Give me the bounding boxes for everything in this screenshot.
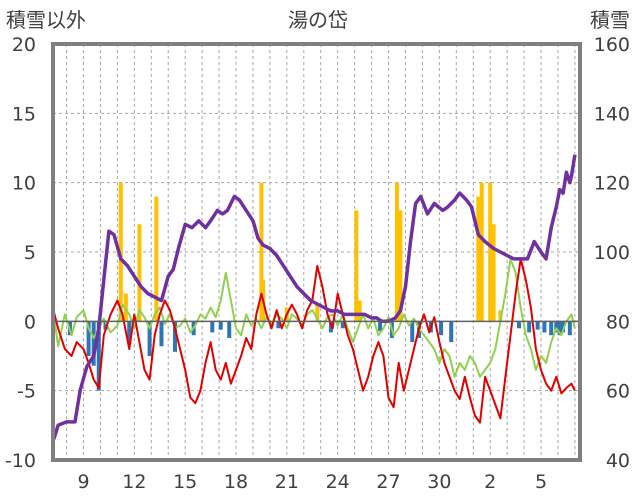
chart-title: 湯の岱 bbox=[288, 8, 348, 32]
x-tick-label: 18 bbox=[224, 471, 248, 493]
left-tick-label: 0 bbox=[24, 311, 36, 333]
precip-bar bbox=[488, 182, 493, 322]
precip-bar bbox=[439, 321, 444, 336]
precip-bar bbox=[328, 321, 333, 333]
precip-bar bbox=[137, 224, 142, 322]
x-axis-ticks: 9 12 15 18 21 24 27 30 2 5 bbox=[77, 471, 547, 493]
left-tick-label: 15 bbox=[12, 103, 36, 125]
precip-bar bbox=[340, 321, 345, 329]
precip-bar bbox=[315, 304, 320, 322]
right-tick-label: 40 bbox=[606, 450, 630, 472]
precip-bar bbox=[449, 321, 454, 343]
precip-bar bbox=[159, 321, 164, 347]
temp-max-line bbox=[52, 257, 576, 424]
precip-bar bbox=[491, 224, 496, 322]
precip-bar bbox=[516, 321, 521, 329]
precip-bar bbox=[527, 321, 532, 333]
left-tick-label: -5 bbox=[17, 381, 36, 403]
x-tick-label: 24 bbox=[326, 471, 350, 493]
precip-bar bbox=[96, 321, 101, 391]
precip-bar bbox=[567, 321, 572, 336]
precip-bar bbox=[554, 321, 559, 333]
right-axis-ticks: 160 140 120 100 80 60 40 bbox=[594, 34, 630, 472]
right-axis-label: 積雪 bbox=[590, 8, 630, 32]
x-tick-label: 21 bbox=[275, 471, 299, 493]
x-tick-label: 2 bbox=[484, 471, 496, 493]
precip-bar bbox=[173, 321, 178, 352]
right-tick-label: 140 bbox=[594, 103, 630, 125]
left-axis-label: 積雪以外 bbox=[6, 8, 86, 32]
precip-bar bbox=[103, 321, 108, 330]
precip-bar bbox=[276, 321, 281, 329]
precip-bar bbox=[549, 321, 554, 336]
x-tick-label: 5 bbox=[535, 471, 547, 493]
right-tick-label: 100 bbox=[594, 242, 630, 264]
precip-bar bbox=[86, 321, 91, 356]
left-axis-ticks: 20 15 10 5 0 -5 -10 bbox=[5, 34, 36, 472]
x-tick-label: 9 bbox=[77, 471, 89, 493]
x-tick-label: 27 bbox=[376, 471, 400, 493]
left-tick-label: -10 bbox=[5, 450, 36, 472]
precip-bar bbox=[218, 321, 223, 330]
left-tick-label: 20 bbox=[12, 34, 36, 56]
precip-bar bbox=[410, 321, 415, 343]
precip-bar bbox=[535, 321, 540, 330]
plot-frame bbox=[51, 42, 582, 462]
temp-min-line bbox=[52, 257, 576, 378]
precip-bar bbox=[557, 321, 562, 336]
precip-bar bbox=[561, 321, 566, 333]
x-tick-label: 30 bbox=[427, 471, 451, 493]
x-tick-label: 15 bbox=[173, 471, 197, 493]
left-tick-label: 10 bbox=[12, 173, 36, 195]
left-tick-label: 5 bbox=[24, 242, 36, 264]
right-tick-label: 60 bbox=[606, 381, 630, 403]
precip-bar bbox=[123, 293, 128, 322]
series-lines bbox=[52, 154, 580, 440]
precip-bar bbox=[378, 321, 383, 332]
right-tick-label: 160 bbox=[594, 34, 630, 56]
precip-bar bbox=[357, 300, 362, 322]
precip-bar bbox=[210, 321, 215, 333]
precip-bar bbox=[118, 182, 123, 322]
precip-bar bbox=[498, 310, 503, 322]
precip-bar bbox=[394, 182, 399, 322]
precip-bar bbox=[479, 182, 484, 322]
snow-depth-line bbox=[52, 154, 577, 440]
precip-bar bbox=[91, 321, 96, 366]
precip-bar bbox=[398, 210, 403, 322]
precip-bar bbox=[542, 321, 547, 333]
precip-bar bbox=[227, 321, 232, 338]
right-tick-label: 80 bbox=[606, 311, 630, 333]
precip-bar bbox=[259, 182, 264, 322]
precip-bar bbox=[154, 196, 159, 322]
x-tick-label: 12 bbox=[122, 471, 146, 493]
precip-bar bbox=[476, 196, 481, 322]
precip-bar bbox=[127, 321, 132, 344]
precip-bar bbox=[354, 210, 359, 322]
right-tick-label: 120 bbox=[594, 173, 630, 195]
precip-bar bbox=[147, 321, 152, 356]
